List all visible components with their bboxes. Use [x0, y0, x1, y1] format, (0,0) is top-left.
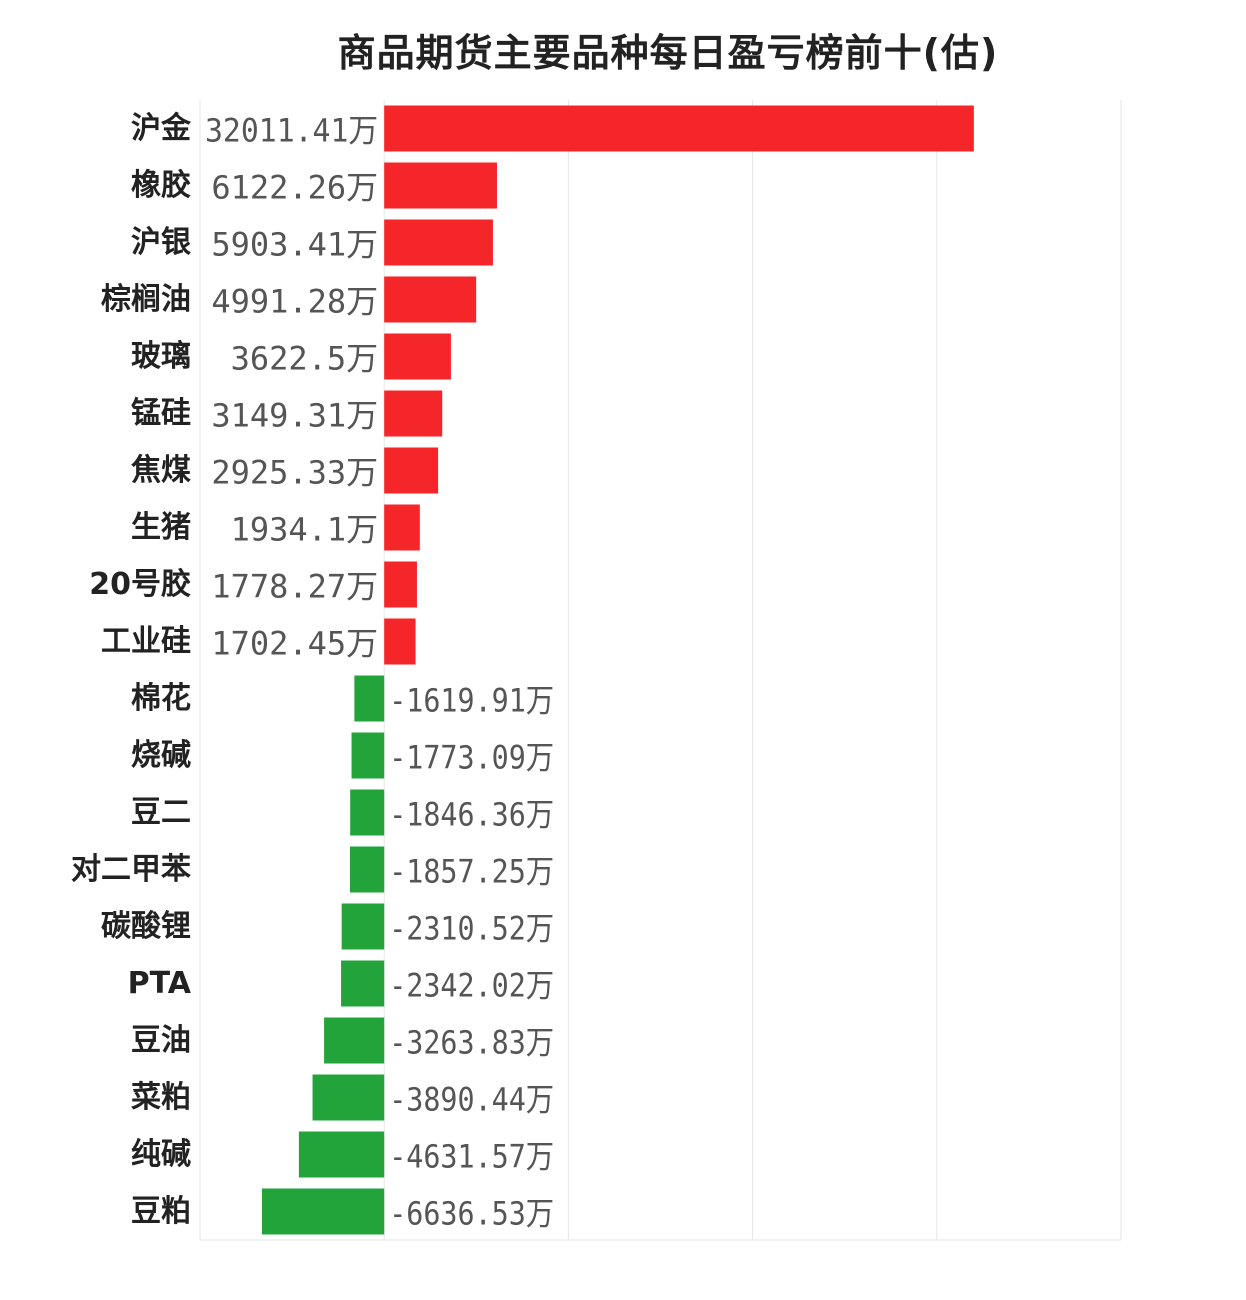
- value-label: -2342.02万: [389, 967, 554, 1005]
- grid-lines: [199, 100, 1122, 1241]
- category-label: 纯碱: [131, 1137, 191, 1172]
- value-label: -1773.09万: [389, 739, 554, 777]
- bar: [349, 846, 385, 893]
- category-label: 豆二: [131, 795, 191, 830]
- value-label: 6122.26万: [211, 169, 378, 207]
- value-label: 5903.41万: [211, 226, 378, 264]
- category-label: 豆油: [131, 1023, 191, 1058]
- bar: [384, 447, 439, 494]
- bar: [354, 675, 385, 722]
- category-label: PTA: [128, 966, 192, 1001]
- bar: [384, 390, 443, 437]
- category-label: 豆粕: [131, 1194, 191, 1229]
- bar: [384, 333, 451, 380]
- value-label: -6636.53万: [389, 1195, 554, 1233]
- category-label: 焦煤: [131, 453, 191, 488]
- bar: [384, 618, 416, 665]
- category-label: 沪银: [131, 225, 191, 260]
- value-label: -1846.36万: [389, 796, 554, 834]
- bar: [384, 276, 477, 323]
- category-label: 菜粕: [131, 1080, 191, 1115]
- value-label: -4631.57万: [389, 1138, 554, 1176]
- value-label: 32011.41万: [205, 112, 378, 150]
- bars: [261, 105, 974, 1235]
- bar: [350, 789, 385, 836]
- bar: [324, 1017, 385, 1064]
- category-label: 工业硅: [101, 624, 191, 659]
- value-label: -3890.44万: [389, 1081, 554, 1119]
- bar: [384, 504, 420, 551]
- bar: [341, 960, 385, 1007]
- value-label: -1619.91万: [389, 682, 554, 720]
- value-label: 1934.1万: [231, 511, 379, 549]
- value-label: 2925.33万: [211, 454, 378, 492]
- bar: [351, 732, 385, 779]
- value-label: 1702.45万: [211, 625, 378, 663]
- chart-title: 商品期货主要品种每日盈亏榜前十(估): [337, 31, 999, 75]
- bar: [261, 1188, 385, 1235]
- bar: [312, 1074, 385, 1121]
- value-label: -2310.52万: [389, 910, 554, 948]
- bar: [384, 219, 493, 266]
- category-label: 锰硅: [131, 396, 191, 431]
- value-label: 3622.5万: [231, 340, 379, 378]
- category-label: 橡胶: [131, 168, 191, 203]
- value-label: 3149.31万: [211, 397, 378, 435]
- category-label: 生猪: [131, 510, 191, 545]
- category-label: 碳酸锂: [101, 909, 191, 944]
- value-label: -1857.25万: [389, 853, 554, 891]
- value-label: 1778.27万: [211, 568, 378, 606]
- bar: [298, 1131, 385, 1178]
- category-label: 棉花: [131, 681, 191, 716]
- category-label: 烧碱: [131, 738, 191, 773]
- category-label: 对二甲苯: [71, 852, 191, 887]
- category-label: 棕榈油: [101, 282, 191, 317]
- value-label: 4991.28万: [211, 283, 378, 321]
- category-label: 20号胶: [89, 567, 191, 602]
- category-label: 玻璃: [131, 339, 191, 374]
- bar: [384, 561, 417, 608]
- bar: [384, 162, 497, 209]
- bar: [341, 903, 385, 950]
- value-label: -3263.83万: [389, 1024, 554, 1062]
- bar: [384, 105, 974, 152]
- category-label: 沪金: [131, 111, 192, 146]
